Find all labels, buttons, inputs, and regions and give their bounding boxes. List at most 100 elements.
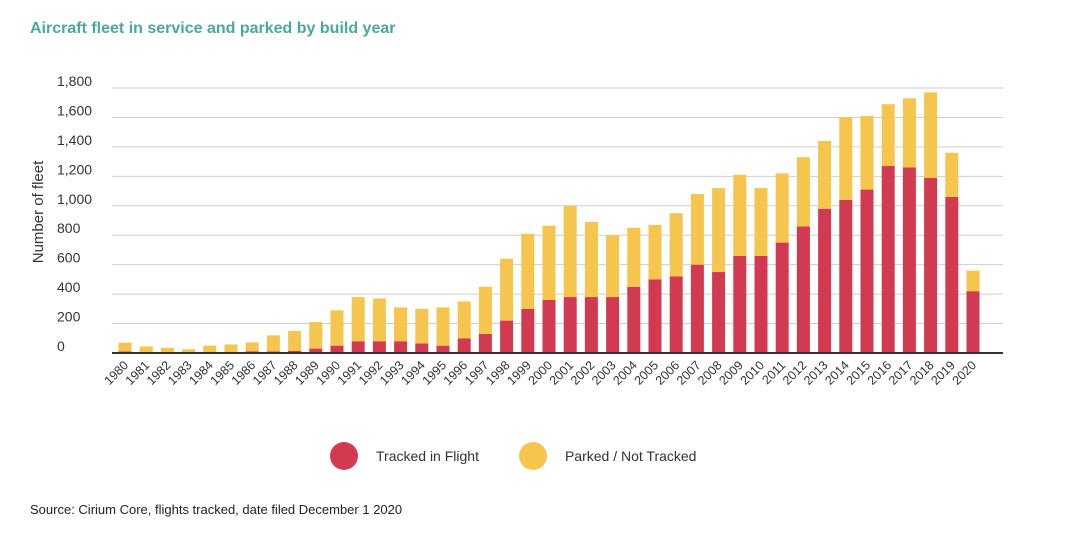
- bar-tracked-2003: [606, 297, 620, 353]
- bar-tracked-1991: [351, 341, 365, 353]
- bar-parked-2008: [712, 188, 726, 273]
- bar-tracked-1999: [521, 308, 535, 353]
- legend-item-tracked: Tracked in Flight: [330, 442, 479, 470]
- bar-tracked-2007: [690, 264, 704, 353]
- bar-parked-1989: [309, 322, 323, 349]
- bar-tracked-2015: [860, 189, 874, 353]
- legend-swatch-parked: [518, 442, 547, 470]
- bar-parked-2005: [648, 224, 662, 280]
- y-tick-label: 400: [57, 279, 81, 295]
- bar-parked-2012: [796, 157, 810, 227]
- bar-tracked-2001: [563, 297, 577, 353]
- bar-tracked-1995: [436, 345, 450, 353]
- bar-parked-1995: [436, 307, 450, 346]
- bar-parked-2016: [881, 104, 895, 167]
- bar-parked-1996: [457, 301, 471, 339]
- bar-tracked-2019: [945, 196, 959, 353]
- bar-parked-2002: [584, 221, 598, 298]
- bar-tracked-1994: [415, 343, 429, 353]
- bar-parked-2007: [690, 194, 704, 265]
- legend-swatch-tracked: [330, 442, 358, 470]
- bar-tracked-1990: [330, 345, 344, 353]
- y-tick-label: 1,000: [57, 191, 92, 207]
- bar-parked-1999: [521, 233, 535, 309]
- bar-tracked-2020: [966, 291, 980, 353]
- bar-tracked-2012: [796, 226, 810, 353]
- bar-tracked-1988: [288, 350, 302, 353]
- bar-tracked-2000: [542, 300, 556, 353]
- bar-parked-2001: [563, 205, 577, 298]
- bar-parked-1983: [182, 349, 196, 353]
- bar-tracked-1997: [478, 333, 492, 353]
- bar-parked-1991: [351, 297, 365, 342]
- bar-tracked-2014: [839, 199, 853, 353]
- bar-parked-1980: [118, 342, 132, 352]
- bar-parked-2017: [902, 98, 916, 168]
- bar-tracked-2009: [733, 255, 747, 353]
- y-tick-label: 1,800: [57, 73, 92, 89]
- bar-parked-2013: [818, 141, 832, 209]
- legend: Tracked in Flight Parked / Not Tracked: [330, 442, 736, 470]
- y-tick-label: 1,200: [57, 161, 92, 177]
- bar-parked-2019: [945, 152, 959, 197]
- bar-tracked-1992: [372, 341, 386, 353]
- bar-parked-1988: [288, 330, 302, 351]
- bar-parked-2000: [542, 225, 556, 300]
- chart-title: Aircraft fleet in service and parked by …: [30, 20, 396, 37]
- bar-tracked-2017: [902, 167, 916, 353]
- legend-label-parked: Parked / Not Tracked: [564, 448, 697, 464]
- bar-parked-2020: [966, 270, 980, 292]
- bar-parked-1987: [266, 335, 280, 352]
- bar-tracked-2002: [584, 297, 598, 353]
- bar-parked-2015: [860, 115, 874, 190]
- bar-parked-1981: [139, 346, 153, 353]
- bar-tracked-2004: [627, 286, 641, 353]
- bar-parked-1985: [224, 344, 238, 352]
- bar-tracked-2011: [775, 242, 789, 353]
- bars: [118, 92, 980, 353]
- bar-parked-2018: [924, 92, 938, 178]
- bar-tracked-2008: [712, 272, 726, 353]
- y-axis-title: Number of fleet: [30, 160, 47, 263]
- bar-parked-2006: [669, 213, 683, 277]
- bar-parked-1997: [478, 286, 492, 334]
- y-tick-label: 1,400: [57, 132, 92, 148]
- bar-tracked-1989: [309, 348, 323, 353]
- y-tick-label: 1,600: [57, 102, 92, 118]
- bar-parked-1984: [203, 345, 217, 353]
- bar-parked-1992: [372, 298, 386, 342]
- bar-parked-2009: [733, 174, 747, 256]
- bar-tracked-1993: [394, 341, 408, 353]
- bar-parked-2003: [606, 235, 620, 298]
- bar-tracked-2013: [818, 208, 832, 353]
- y-tick-label: 800: [57, 220, 81, 236]
- bar-parked-1994: [415, 308, 429, 344]
- bar-parked-1990: [330, 310, 344, 346]
- x-tick-label: 2020: [950, 358, 980, 388]
- bar-tracked-2005: [648, 279, 662, 353]
- bar-tracked-2006: [669, 276, 683, 353]
- legend-item-parked: Parked / Not Tracked: [518, 442, 697, 470]
- y-axis-ticks: 0 200 400 600 800 1,000 1,200 1,400 1,600 1,800: [57, 73, 92, 354]
- bar-tracked-1996: [457, 338, 471, 353]
- y-tick-label: 0: [57, 338, 65, 354]
- gridlines: [112, 87, 1003, 325]
- bar-tracked-2010: [754, 255, 768, 353]
- source-note: Source: Cirium Core, flights tracked, da…: [30, 502, 403, 517]
- bar-parked-1998: [500, 258, 514, 321]
- bar-tracked-2018: [924, 177, 938, 353]
- bar-parked-2004: [627, 227, 641, 287]
- legend-label-tracked: Tracked in Flight: [376, 448, 479, 464]
- bar-parked-1982: [160, 347, 174, 353]
- y-tick-label: 600: [57, 250, 81, 266]
- bar-tracked-1998: [500, 320, 514, 353]
- bar-parked-2011: [775, 173, 789, 243]
- y-tick-label: 200: [57, 309, 81, 325]
- bar-tracked-2016: [881, 166, 895, 353]
- bar-parked-1993: [394, 307, 408, 342]
- bar-parked-2010: [754, 188, 768, 256]
- bar-parked-2014: [839, 117, 853, 200]
- bar-parked-1986: [245, 342, 259, 352]
- x-axis-ticks: 1980198119821983198419851986198719881989…: [102, 358, 980, 388]
